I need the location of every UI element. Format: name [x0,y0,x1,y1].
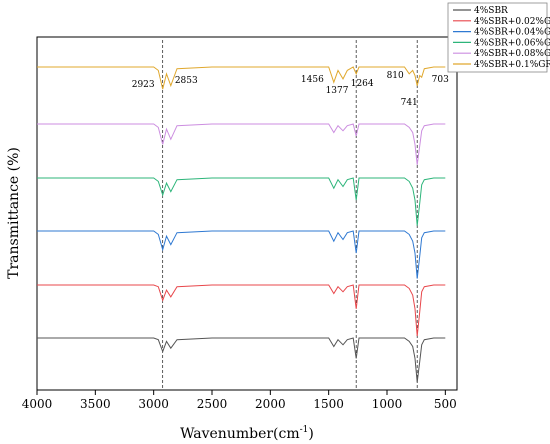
legend-label-1: 4%SBR+0.02%GR [474,17,550,27]
series-line-4 [37,123,446,165]
peak-label-2853: 2853 [175,76,198,86]
x-tick-label-2000: 2000 [255,397,286,411]
x-tick-label-4000: 4000 [22,397,53,411]
x-axis-ticks [36,390,446,395]
series-line-0 [37,337,446,383]
x-axis-title-close: ) [308,426,313,442]
legend: 4%SBR4%SBR+0.02%GR4%SBR+0.04%GR4%SBR+0.0… [447,2,550,73]
x-tick-label-1000: 1000 [372,397,403,411]
x-axis-title: Wavenumber(cm-1) [180,425,314,442]
legend-label-0: 4%SBR [474,6,508,16]
peak-label-810: 810 [387,71,404,81]
y-axis-title: Transmittance (%) [6,147,22,279]
x-axis-title-main: Wavenumber(cm [180,426,300,442]
series-line-3 [37,177,446,226]
series-line-5 [37,66,446,90]
legend-label-5: 4%SBR+0.1%GR [474,60,550,70]
peak-label-741: 741 [401,98,418,108]
x-axis-tick-labels: 4000 3500 3000 2500 2000 1500 1000 500 [22,397,457,411]
legend-box [447,2,548,73]
legend-label-4: 4%SBR+0.08%GR [474,49,550,59]
peak-label-1377: 1377 [326,86,349,96]
peak-label-1264: 1264 [351,79,374,89]
x-tick-label-3500: 3500 [80,397,111,411]
peak-label-2923: 2923 [132,80,155,90]
x-tick-label-2500: 2500 [197,397,228,411]
series-line-1 [37,284,446,337]
peak-label-1456: 1456 [301,75,324,85]
series-layer [37,66,446,383]
plot-frame [36,36,458,391]
legend-label-2: 4%SBR+0.04%GR [474,28,550,38]
series-line-2 [37,230,446,279]
x-axis-title-superscript: -1 [300,425,309,435]
x-tick-label-1500: 1500 [313,397,344,411]
x-tick-label-3000: 3000 [138,397,169,411]
peak-label-703: 703 [432,75,449,85]
x-tick-label-500: 500 [434,397,457,411]
legend-label-3: 4%SBR+0.06%GR [474,38,550,48]
